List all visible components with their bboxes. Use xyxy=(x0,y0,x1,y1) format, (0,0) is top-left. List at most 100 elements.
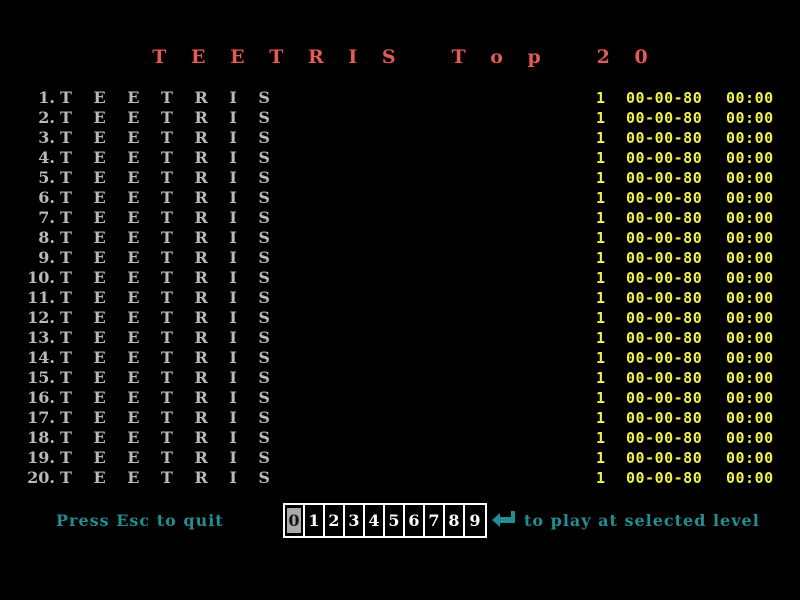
score-points: 1 xyxy=(595,309,605,327)
level-option-5[interactable]: 5 xyxy=(385,505,405,536)
play-hint-label: to play at selected level xyxy=(524,511,760,530)
score-date: 00-00-80 xyxy=(626,169,703,187)
level-option-2[interactable]: 2 xyxy=(325,505,345,536)
score-points: 1 xyxy=(595,189,605,207)
level-option-label: 6 xyxy=(408,511,420,530)
score-time: 00:00 xyxy=(726,429,774,447)
score-player-name: T E E T R I S xyxy=(60,408,278,427)
score-date: 00-00-80 xyxy=(626,149,703,167)
score-date: 00-00-80 xyxy=(626,369,703,387)
score-date: 00-00-80 xyxy=(626,229,703,247)
score-points: 1 xyxy=(595,129,605,147)
score-time: 00:00 xyxy=(726,389,774,407)
score-row: 11. T E E T R I S 1 00-00-80 00:00 xyxy=(0,288,800,308)
score-row: 16. T E E T R I S 1 00-00-80 00:00 xyxy=(0,388,800,408)
score-points: 1 xyxy=(595,289,605,307)
level-option-label: 3 xyxy=(348,511,360,530)
score-row: 15. T E E T R I S 1 00-00-80 00:00 xyxy=(0,368,800,388)
score-rank: 11. xyxy=(27,288,55,307)
level-option-label: 4 xyxy=(368,511,380,530)
score-rank: 9. xyxy=(38,248,55,267)
level-option-8[interactable]: 8 xyxy=(445,505,465,536)
score-time: 00:00 xyxy=(726,289,774,307)
level-option-label: 7 xyxy=(428,511,440,530)
level-option-0[interactable]: 0 xyxy=(285,505,305,536)
score-row: 2. T E E T R I S 1 00-00-80 00:00 xyxy=(0,108,800,128)
score-points: 1 xyxy=(595,249,605,267)
score-row: 7. T E E T R I S 1 00-00-80 00:00 xyxy=(0,208,800,228)
score-row: 12. T E E T R I S 1 00-00-80 00:00 xyxy=(0,308,800,328)
score-time: 00:00 xyxy=(726,129,774,147)
score-date: 00-00-80 xyxy=(626,129,703,147)
score-rank: 20. xyxy=(27,468,55,487)
score-rank: 13. xyxy=(27,328,55,347)
score-time: 00:00 xyxy=(726,469,774,487)
score-row: 8. T E E T R I S 1 00-00-80 00:00 xyxy=(0,228,800,248)
score-rank: 19. xyxy=(27,448,55,467)
score-rank: 12. xyxy=(27,308,55,327)
level-option-4[interactable]: 4 xyxy=(365,505,385,536)
score-points: 1 xyxy=(595,389,605,407)
score-time: 00:00 xyxy=(726,209,774,227)
score-row: 18. T E E T R I S 1 00-00-80 00:00 xyxy=(0,428,800,448)
level-option-label: 1 xyxy=(308,511,320,530)
score-player-name: T E E T R I S xyxy=(60,228,278,247)
score-date: 00-00-80 xyxy=(626,389,703,407)
score-time: 00:00 xyxy=(726,169,774,187)
score-points: 1 xyxy=(595,169,605,187)
score-points: 1 xyxy=(595,449,605,467)
quit-hint-label: Press Esc to quit xyxy=(56,511,224,530)
score-rank: 7. xyxy=(38,208,55,227)
score-player-name: T E E T R I S xyxy=(60,348,278,367)
score-rank: 17. xyxy=(27,408,55,427)
score-player-name: T E E T R I S xyxy=(60,468,278,487)
level-option-label: 0 xyxy=(288,511,300,530)
score-rank: 10. xyxy=(27,268,55,287)
score-player-name: T E E T R I S xyxy=(60,288,278,307)
score-time: 00:00 xyxy=(726,349,774,367)
level-option-7[interactable]: 7 xyxy=(425,505,445,536)
score-date: 00-00-80 xyxy=(626,409,703,427)
score-points: 1 xyxy=(595,269,605,287)
level-option-9[interactable]: 9 xyxy=(465,505,485,536)
score-date: 00-00-80 xyxy=(626,309,703,327)
score-time: 00:00 xyxy=(726,229,774,247)
score-rank: 3. xyxy=(38,128,55,147)
level-option-label: 5 xyxy=(388,511,400,530)
score-time: 00:00 xyxy=(726,249,774,267)
score-date: 00-00-80 xyxy=(626,269,703,287)
score-points: 1 xyxy=(595,209,605,227)
score-date: 00-00-80 xyxy=(626,349,703,367)
score-rank: 5. xyxy=(38,168,55,187)
score-date: 00-00-80 xyxy=(626,449,703,467)
score-time: 00:00 xyxy=(726,329,774,347)
score-row: 13. T E E T R I S 1 00-00-80 00:00 xyxy=(0,328,800,348)
score-rank: 1. xyxy=(38,88,55,107)
score-row: 6. T E E T R I S 1 00-00-80 00:00 xyxy=(0,188,800,208)
score-player-name: T E E T R I S xyxy=(60,308,278,327)
score-date: 00-00-80 xyxy=(626,189,703,207)
level-option-6[interactable]: 6 xyxy=(405,505,425,536)
score-points: 1 xyxy=(595,89,605,107)
score-row: 4. T E E T R I S 1 00-00-80 00:00 xyxy=(0,148,800,168)
score-points: 1 xyxy=(595,409,605,427)
score-player-name: T E E T R I S xyxy=(60,268,278,287)
score-player-name: T E E T R I S xyxy=(60,448,278,467)
score-player-name: T E E T R I S xyxy=(60,188,278,207)
score-rank: 16. xyxy=(27,388,55,407)
level-option-1[interactable]: 1 xyxy=(305,505,325,536)
score-row: 10. T E E T R I S 1 00-00-80 00:00 xyxy=(0,268,800,288)
level-option-label: 8 xyxy=(448,511,460,530)
score-time: 00:00 xyxy=(726,369,774,387)
level-option-label: 9 xyxy=(469,511,481,530)
enter-return-arrow-icon xyxy=(490,509,518,531)
score-points: 1 xyxy=(595,109,605,127)
level-option-3[interactable]: 3 xyxy=(345,505,365,536)
score-player-name: T E E T R I S xyxy=(60,428,278,447)
level-option-label: 2 xyxy=(328,511,340,530)
score-date: 00-00-80 xyxy=(626,209,703,227)
score-time: 00:00 xyxy=(726,109,774,127)
score-date: 00-00-80 xyxy=(626,469,703,487)
